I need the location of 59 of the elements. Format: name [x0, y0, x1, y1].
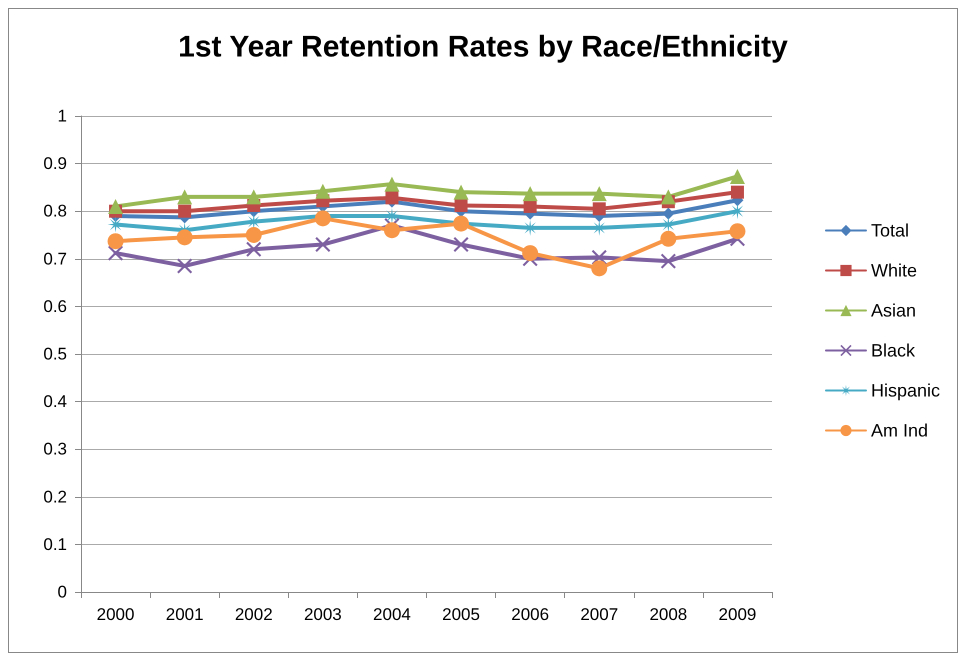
point: [108, 246, 124, 261]
point: [522, 186, 538, 202]
point: [522, 245, 538, 262]
x-tick-label: 2008: [649, 605, 688, 624]
point: [454, 198, 468, 212]
point: [246, 242, 262, 257]
point: [730, 186, 744, 199]
y-tick-label: 0.5: [43, 344, 67, 364]
x-tick-label: 2001: [166, 605, 204, 624]
y-tick-label: 0.8: [43, 202, 67, 221]
point: [592, 202, 606, 216]
y-tick-label: 0.4: [43, 392, 67, 412]
point: [592, 186, 607, 202]
chart-title: 1st Year Retention Rates by Race/Ethnicity: [178, 30, 788, 64]
legend-label: Am Ind: [870, 420, 928, 440]
x-tick-label: 2005: [442, 605, 480, 624]
point: [660, 254, 676, 269]
point: [660, 230, 676, 247]
legend-label: Total: [870, 220, 909, 240]
point: [108, 233, 124, 250]
point: [176, 229, 193, 246]
point: [315, 237, 330, 252]
y-tick-label: 0.2: [43, 487, 67, 506]
x-tick-label: 2006: [511, 605, 550, 624]
point: [178, 204, 192, 218]
point: [385, 191, 398, 204]
legend-label: Hispanic: [870, 380, 940, 400]
point: [384, 222, 400, 238]
point: [730, 168, 745, 184]
point: [454, 237, 469, 252]
point: [524, 200, 537, 213]
x-tick-label: 2003: [304, 605, 342, 624]
y-tick-label: 0.1: [43, 534, 67, 554]
legend-label: White: [870, 260, 917, 280]
point: [246, 227, 262, 243]
y-tick-label: 0: [58, 582, 67, 602]
point: [314, 210, 331, 226]
point: [315, 184, 330, 199]
point: [591, 260, 608, 276]
y-tick-label: 0.7: [43, 249, 67, 268]
x-tick-label: 2004: [373, 605, 411, 624]
point: [660, 189, 676, 204]
point: [454, 184, 469, 200]
legend-label: Asian: [870, 300, 916, 320]
x-tick-label: 2009: [718, 605, 756, 624]
point: [177, 258, 192, 274]
point: [246, 189, 262, 204]
legend-label: Black: [870, 340, 916, 360]
y-tick-label: 1: [58, 106, 67, 126]
point: [108, 198, 124, 214]
x-tick-label: 2000: [96, 605, 134, 624]
x-tick-label: 2002: [234, 605, 273, 624]
point: [384, 176, 400, 192]
y-tick-label: 0.6: [43, 296, 67, 316]
y-tick-label: 0.9: [43, 154, 67, 174]
point: [177, 189, 192, 204]
y-tick-label: 0.3: [43, 440, 67, 459]
point: [729, 223, 746, 240]
x-tick-label: 2007: [580, 605, 618, 624]
